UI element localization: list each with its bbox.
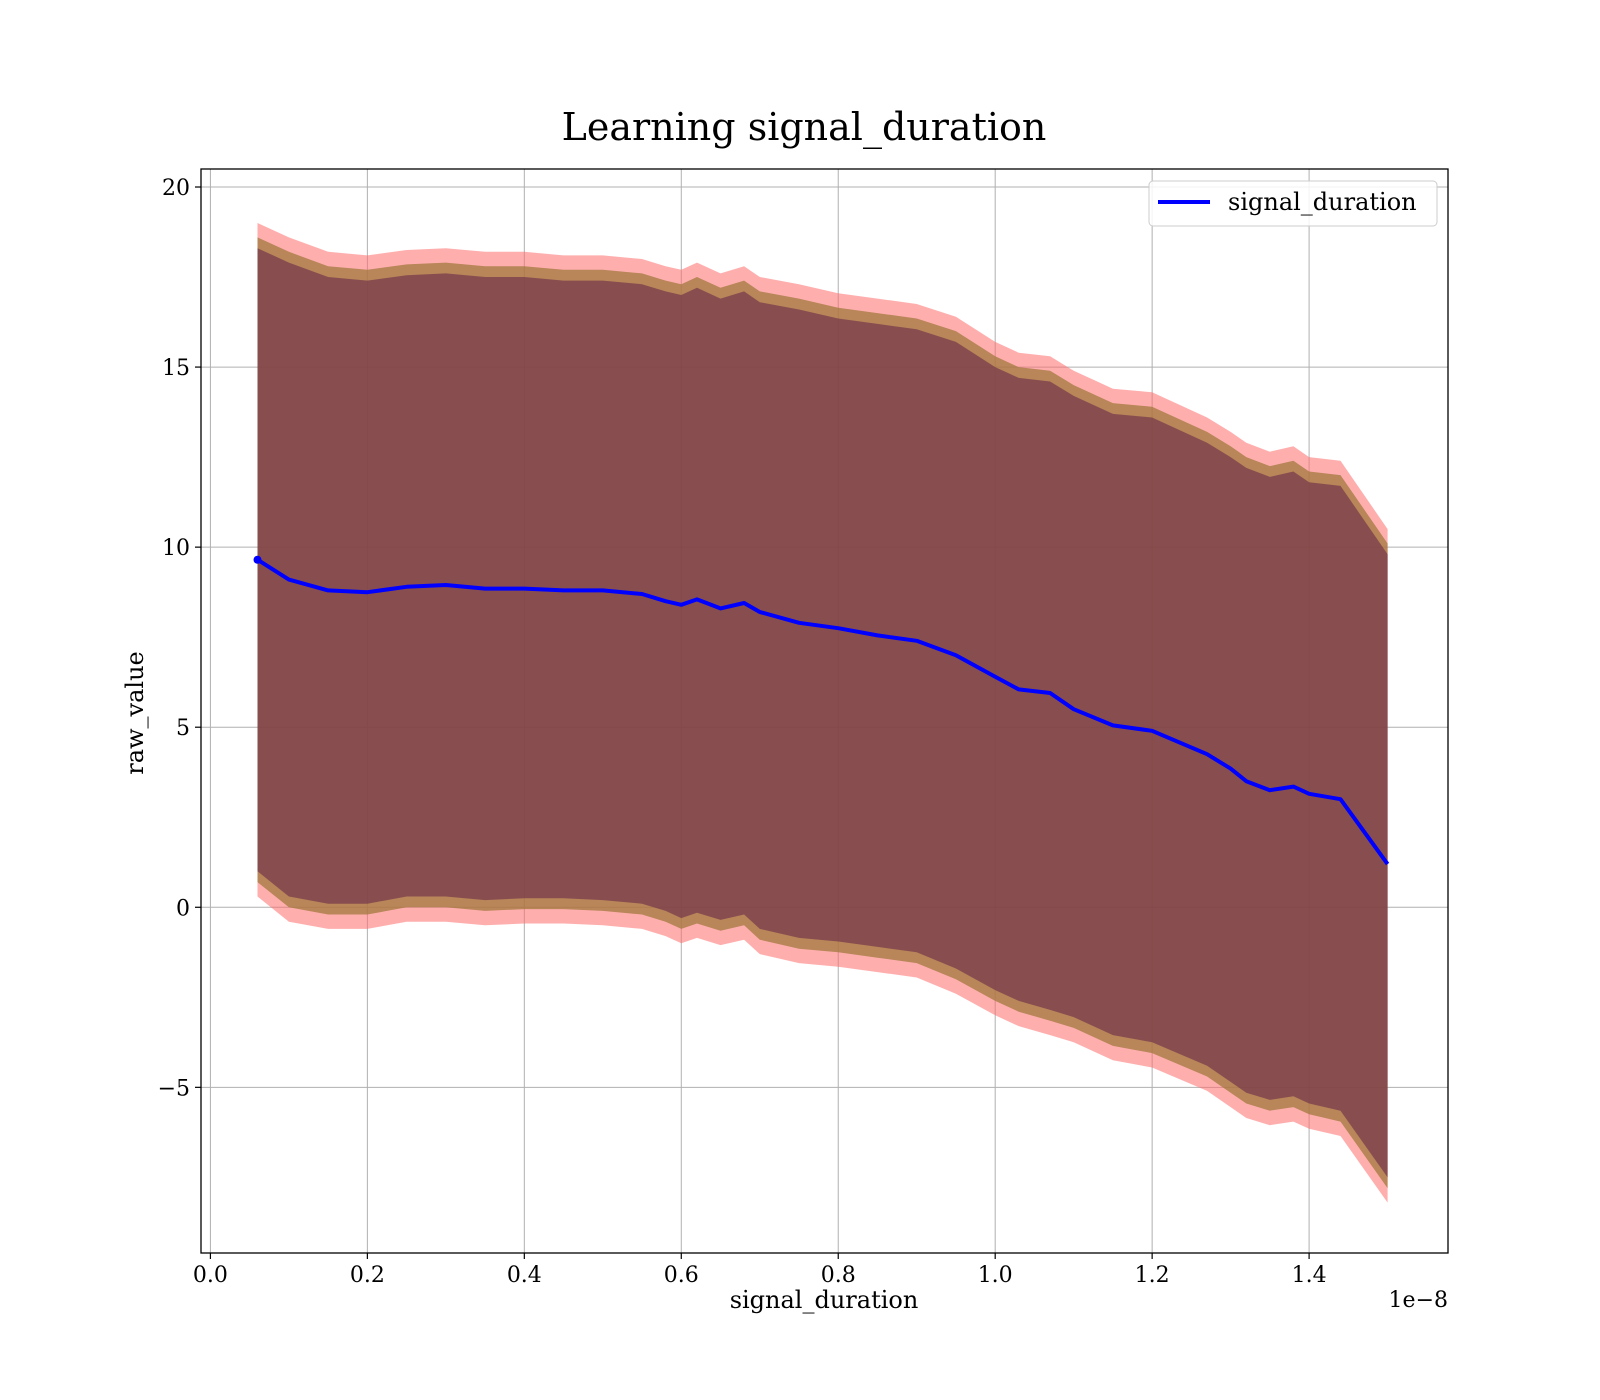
legend: signal_duration [1148, 180, 1438, 227]
x-tick-label: 1.2 [1135, 1263, 1170, 1288]
y-tick-label: −5 [158, 1076, 190, 1101]
y-tick-label: 10 [162, 536, 190, 561]
band-inner-area [257, 248, 1388, 1178]
y-tick-label: 5 [176, 716, 190, 741]
y-axis-ticks: −5 0 5 10 15 20 [158, 176, 201, 1101]
x-axis-offset-text: 1e−8 [1389, 1288, 1448, 1313]
plot-frame [200, 168, 1449, 1254]
y-tick-label: 0 [176, 896, 190, 921]
x-tick-label: 1.0 [978, 1263, 1013, 1288]
x-tick-label: 1.4 [1292, 1263, 1327, 1288]
x-axis-label: signal_duration [730, 1286, 919, 1314]
x-tick-label: 0.0 [193, 1263, 228, 1288]
x-tick-label: 0.2 [350, 1263, 385, 1288]
y-axis-label: raw_value [121, 651, 149, 775]
y-tick-label: 20 [162, 176, 190, 201]
y-tick-label: 15 [162, 356, 190, 381]
x-tick-label: 0.6 [664, 1263, 699, 1288]
series-start-point [253, 555, 262, 564]
legend-label: signal_duration [1228, 188, 1417, 216]
chart-title: Learning signal_duration [562, 105, 1047, 150]
x-tick-label: 0.4 [507, 1263, 542, 1288]
legend-box [1148, 180, 1438, 227]
x-axis-ticks: 0.0 0.2 0.4 0.6 0.8 1.0 1.2 1.4 [193, 1253, 1327, 1288]
series-line-signal-duration [256, 558, 1390, 866]
confidence-bands [257, 223, 1388, 1203]
x-tick-label: 0.8 [821, 1263, 856, 1288]
